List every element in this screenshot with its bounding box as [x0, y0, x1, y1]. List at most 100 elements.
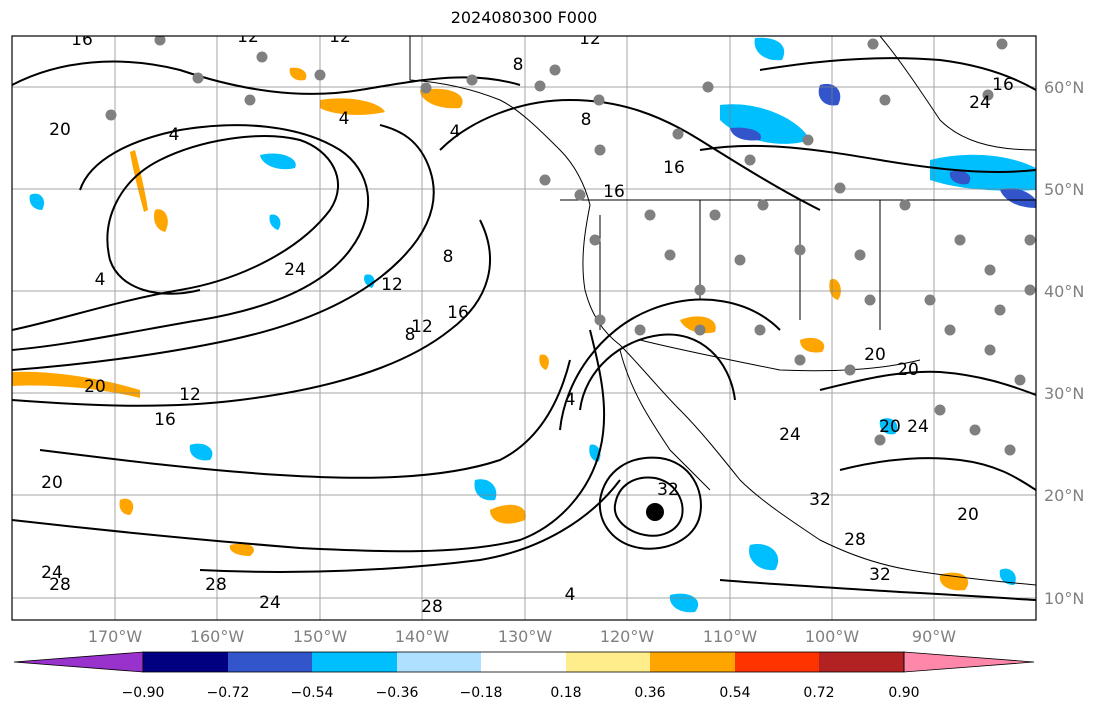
colorbar-tick: −0.36: [376, 685, 419, 701]
observation-point: [534, 80, 546, 92]
lon-label: 150°W: [293, 627, 348, 646]
observation-point: [593, 94, 605, 106]
colorbar-tick: −0.18: [460, 685, 503, 701]
contour-label: 32: [809, 490, 831, 510]
contour-label: 28: [844, 530, 866, 550]
lon-label: 90°W: [912, 627, 956, 646]
observation-point: [1004, 444, 1016, 456]
coastlines: [409, 36, 1036, 586]
lat-label: 40°N: [1044, 282, 1084, 301]
contour-label: 24: [259, 593, 281, 613]
lon-label: 110°W: [703, 627, 758, 646]
observation-point: [634, 324, 646, 336]
colorbar-tick: 0.54: [719, 685, 750, 701]
observation-point: [734, 254, 746, 266]
contour-label: 8: [581, 110, 592, 130]
contour-label: 16: [992, 75, 1014, 95]
colorbar-ticks: −0.90 −0.72 −0.54 −0.36 −0.18 0.18 0.36 …: [122, 685, 920, 701]
lon-label: 160°W: [190, 627, 245, 646]
observation-point: [984, 344, 996, 356]
contour-label: 20: [41, 473, 63, 493]
observation-point: [672, 128, 684, 140]
observation-point: [574, 189, 586, 201]
contour-label: 4: [339, 109, 350, 129]
colorbar-segment: [819, 652, 904, 672]
observation-point: [244, 94, 256, 106]
contour-label: 16: [603, 182, 625, 202]
lon-label: 130°W: [498, 627, 553, 646]
observation-point: [984, 264, 996, 276]
contour-label: 24: [969, 93, 991, 113]
contour-label: 12: [411, 317, 433, 337]
contour-label: 24: [907, 417, 929, 437]
contour-label: 16: [71, 30, 93, 50]
observation-point: [154, 36, 166, 46]
observation-point: [854, 249, 866, 261]
colorbar-border: [142, 651, 905, 673]
observation-point: [867, 38, 879, 50]
latitude-labels: 60°N 50°N 40°N 30°N 20°N 10°N: [1044, 78, 1084, 608]
contour-label: 24: [779, 425, 801, 445]
contour-label: 12: [579, 29, 601, 49]
contour-label: 4: [450, 122, 461, 142]
observation-point: [594, 144, 606, 156]
colorbar-segment: [143, 652, 228, 672]
observation-point: [589, 234, 601, 246]
contour-label: 20: [49, 120, 71, 140]
longitude-labels: 170°W 160°W 150°W 140°W 130°W 120°W 110°…: [88, 627, 956, 646]
observation-point: [944, 324, 956, 336]
observation-point: [314, 69, 326, 81]
contour-label: 28: [421, 597, 443, 617]
contour-label: 4: [565, 390, 576, 410]
contour-lines: [12, 57, 1036, 601]
colorbar-tick: −0.54: [291, 685, 334, 701]
colorbar: [13, 651, 1035, 673]
observation-point: [1024, 234, 1036, 246]
observation-point: [549, 64, 561, 76]
observation-point: [105, 109, 117, 121]
contour-label: 8: [405, 325, 416, 345]
observation-point: [694, 324, 706, 336]
lon-label: 140°W: [395, 627, 450, 646]
observation-point: [702, 81, 714, 93]
contour-label: 4: [565, 585, 576, 605]
observation-point: [794, 244, 806, 256]
contour-label: 12: [179, 385, 201, 405]
observation-point: [694, 284, 706, 296]
observation-point: [539, 174, 551, 186]
contour-label: 32: [869, 565, 891, 585]
lon-label: 100°W: [805, 627, 860, 646]
contour-label: 8: [513, 55, 524, 75]
observation-point: [982, 89, 994, 101]
contour-label: 20: [84, 377, 106, 397]
observation-points: [105, 36, 1036, 456]
gridlines: [12, 36, 1036, 620]
contour-label: 20: [897, 360, 919, 380]
colorbar-segment: [735, 652, 819, 672]
colorbar-tick: −0.72: [207, 685, 250, 701]
lon-label: 120°W: [600, 627, 655, 646]
observation-point: [969, 424, 981, 436]
contour-label: 12: [329, 27, 351, 47]
colorbar-segment: [312, 652, 397, 672]
observation-point: [899, 199, 911, 211]
observation-point: [934, 404, 946, 416]
observation-point: [1014, 374, 1026, 386]
colorbar-segment: [397, 652, 481, 672]
observation-point: [192, 72, 204, 84]
lat-label: 60°N: [1044, 78, 1084, 97]
colorbar-segment: [903, 651, 1035, 673]
observation-point: [954, 234, 966, 246]
observation-point: [644, 209, 656, 221]
observation-point: [420, 82, 432, 94]
lat-label: 10°N: [1044, 589, 1084, 608]
observation-point: [594, 314, 606, 326]
contour-label: 12: [237, 27, 259, 47]
lon-label: 170°W: [88, 627, 143, 646]
colorbar-tick: 0.36: [634, 685, 665, 701]
map-background: [12, 36, 1036, 620]
contour-label: 4: [169, 125, 180, 145]
